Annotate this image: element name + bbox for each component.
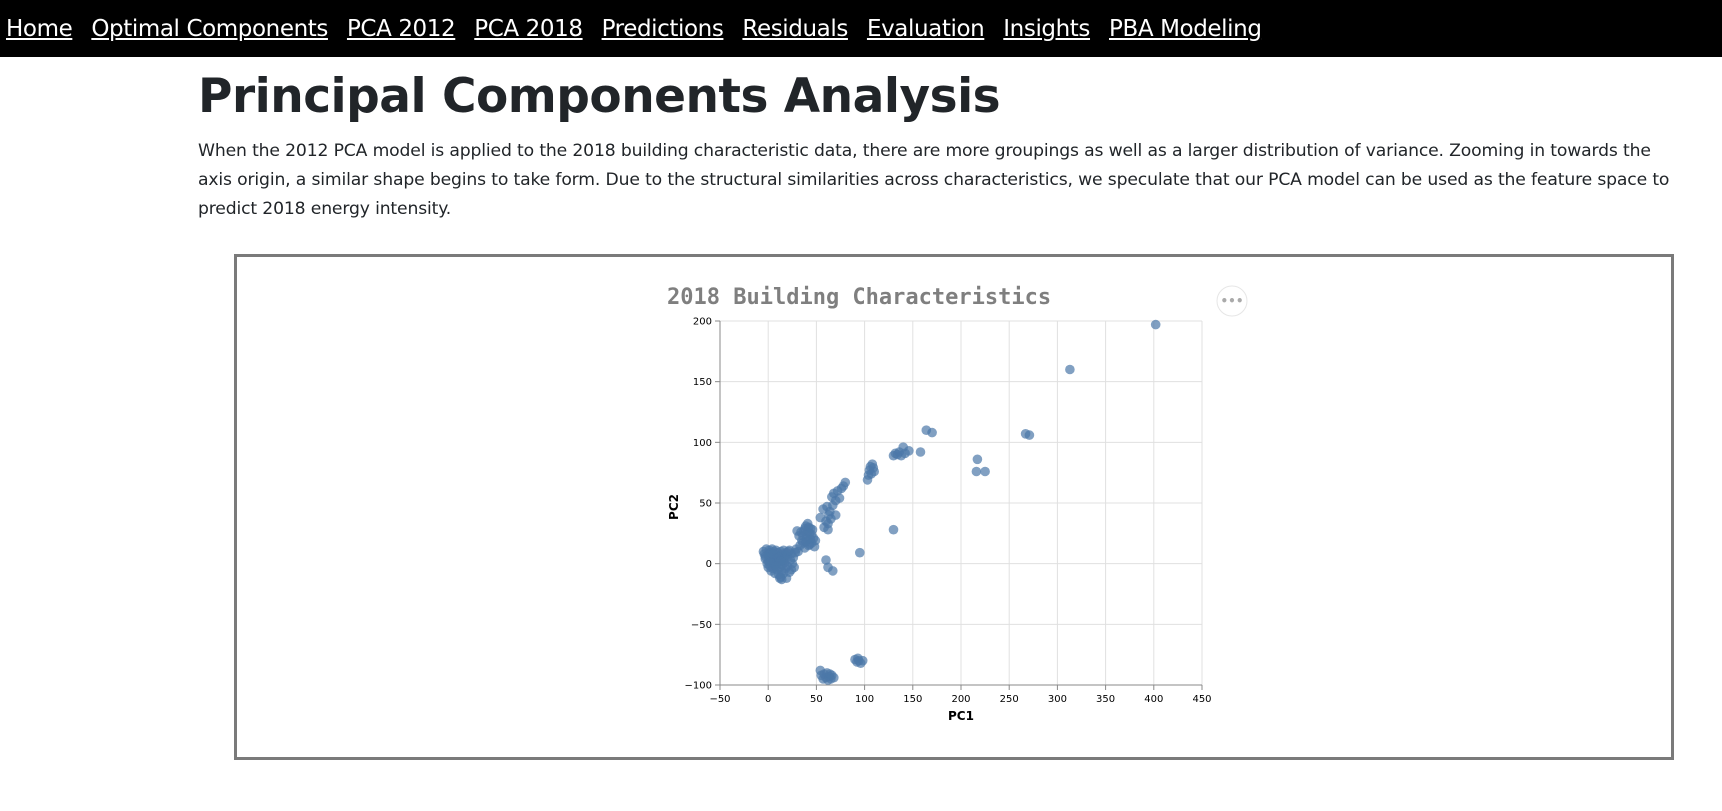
chart-actions-circle[interactable] [1216, 285, 1248, 317]
nav-link-insights[interactable]: Insights [1003, 15, 1091, 42]
data-point [834, 493, 845, 503]
data-point [980, 466, 990, 477]
nav-link-pba-modeling[interactable]: PBA Modeling [1109, 15, 1262, 42]
y-tick-label: 0 [706, 559, 712, 570]
chart-container: 2018 Building Characteristics ••• −50 0 50… [234, 254, 1674, 760]
x-tick-label: 50 [810, 694, 823, 705]
scatter-points [758, 319, 1161, 685]
y-tick-label: 200 [693, 317, 712, 328]
data-point [888, 524, 899, 535]
data-point [1150, 319, 1161, 330]
data-point [805, 523, 816, 534]
y-tick-label: −100 [685, 681, 712, 692]
nav-link-residuals[interactable]: Residuals [742, 15, 848, 42]
x-tick-label: −50 [709, 694, 730, 705]
data-point [821, 555, 831, 565]
y-tick-label: 150 [693, 377, 712, 388]
data-point [971, 466, 982, 477]
more-options-icon[interactable]: ••• [1220, 294, 1243, 308]
x-tick-label: 250 [1000, 694, 1019, 705]
data-point [829, 672, 839, 683]
x-axis-title: PC1 [948, 709, 974, 723]
data-point [792, 526, 802, 536]
nav-link-home[interactable]: Home [6, 15, 73, 42]
x-tick-label: 400 [1144, 694, 1163, 705]
data-point [786, 564, 797, 575]
y-tick-label: 50 [699, 499, 712, 510]
nav-link-optimal-components[interactable]: Optimal Components [91, 15, 328, 42]
chart-actions-button[interactable]: ••• [1216, 285, 1248, 317]
data-point [828, 566, 838, 576]
data-point [972, 454, 983, 465]
data-point [828, 500, 838, 511]
scatter-chart: 2018 Building Characteristics ••• −50 0 50… [667, 285, 1248, 723]
top-navigation: Home Optimal Components PCA 2012 PCA 201… [0, 0, 1722, 57]
nav-link-evaluation[interactable]: Evaluation [866, 15, 985, 42]
nav-link-pca-2018[interactable]: PCA 2018 [474, 15, 583, 42]
nav-link-pca-2012[interactable]: PCA 2012 [346, 15, 456, 42]
y-axis-title: PC2 [667, 494, 681, 520]
data-point [775, 573, 785, 583]
chart-title: 2018 Building Characteristics [667, 285, 1051, 310]
data-point [915, 447, 926, 457]
x-tick-label: 200 [951, 694, 970, 705]
x-tick-label: 100 [855, 694, 874, 705]
nav-link-predictions[interactable]: Predictions [601, 15, 724, 42]
y-tick-label: 100 [693, 438, 712, 449]
data-point [775, 556, 786, 566]
x-tick-label: 450 [1192, 694, 1211, 705]
data-point [869, 466, 879, 477]
data-point [904, 446, 914, 456]
data-point [840, 477, 851, 488]
data-point [802, 534, 812, 545]
chart-grid [719, 320, 1203, 686]
data-point [927, 427, 937, 438]
page-title: Principal Components Analysis [198, 69, 1001, 124]
x-tick-label: 150 [903, 694, 922, 705]
data-point [855, 547, 865, 558]
x-tick-label: 350 [1096, 694, 1115, 705]
y-tick-label: −50 [691, 620, 712, 631]
x-tick-label: 0 [765, 694, 771, 705]
data-point [1065, 364, 1075, 375]
intro-paragraph: When the 2012 PCA model is applied to th… [198, 141, 1670, 219]
x-axis-ticks: −50 0 50 100 150 200 250 300 350 400 450 [709, 685, 1212, 705]
data-point [853, 653, 863, 664]
data-point [823, 524, 833, 535]
data-point [1024, 430, 1035, 440]
y-axis-ticks: −100 −50 0 50 100 150 200 [685, 317, 720, 692]
x-tick-label: 300 [1048, 694, 1067, 705]
data-point [830, 510, 841, 520]
